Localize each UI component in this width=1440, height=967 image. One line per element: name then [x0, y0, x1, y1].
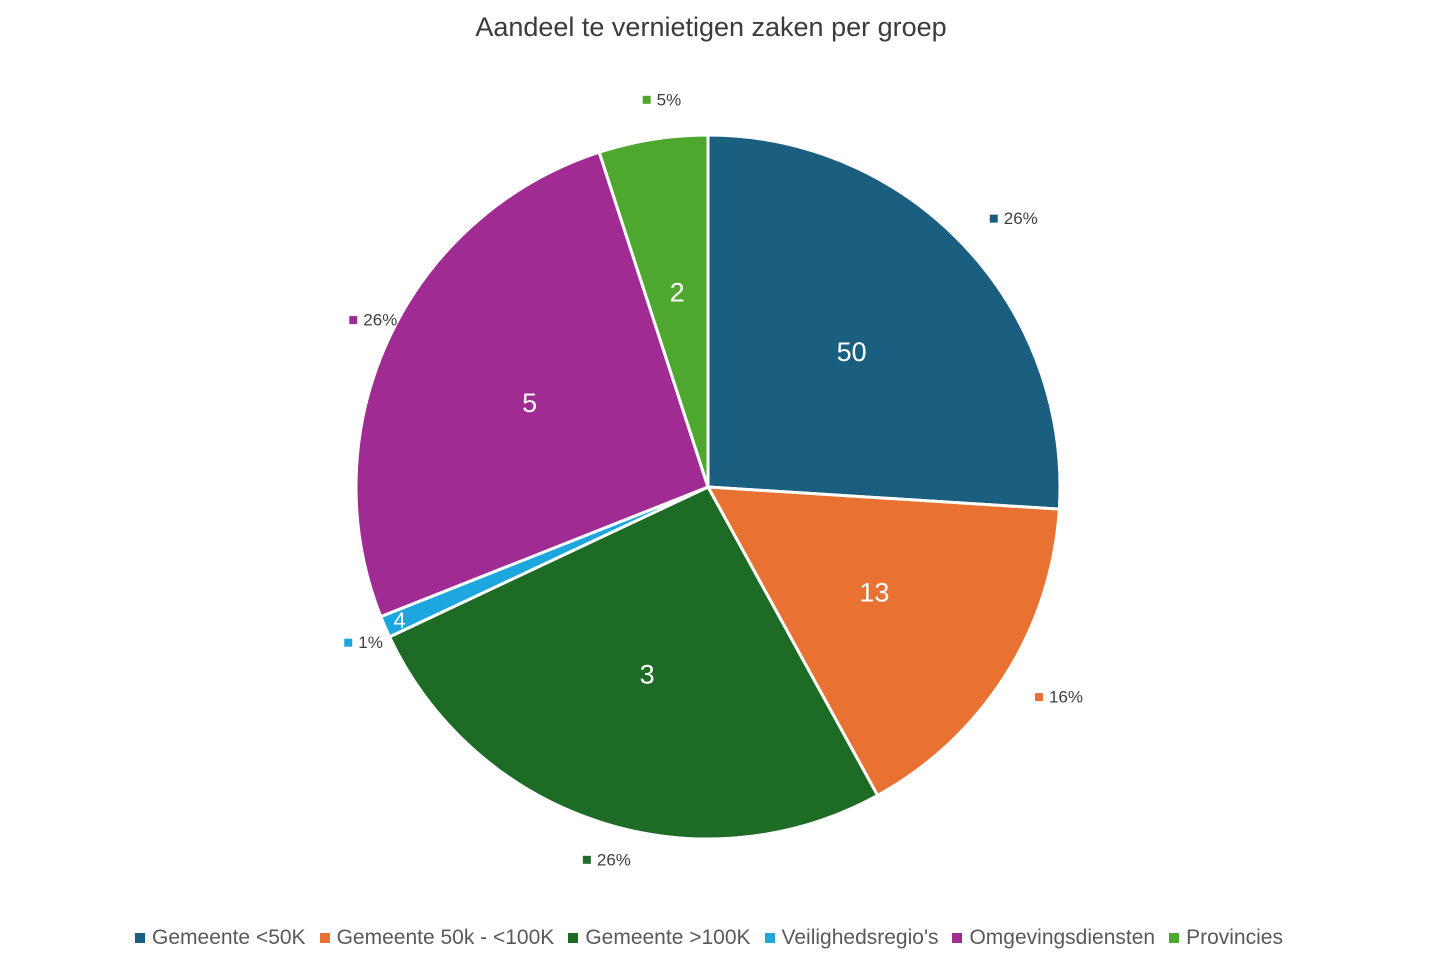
percent-text: 1%	[358, 633, 383, 652]
percent-text: 26%	[1004, 209, 1038, 228]
legend-label: Gemeente >100K	[585, 926, 751, 949]
pie-value-label: 3	[640, 659, 655, 689]
legend-swatch	[568, 933, 579, 943]
pie-percent-label: 26%	[989, 209, 1038, 228]
pie-value-label: 4	[394, 608, 406, 633]
pie-percent-label: 5%	[642, 90, 682, 109]
pie-slice	[597, 133, 710, 488]
percent-marker	[989, 214, 998, 223]
legend-label: Provincies	[1186, 926, 1283, 949]
legend-label: Gemeente 50k - <100K	[336, 926, 555, 949]
percent-marker	[349, 316, 358, 325]
chart-title: Aandeel te vernietigen zaken per groep	[475, 12, 947, 42]
pie-value-label: 2	[670, 277, 685, 307]
percent-marker	[344, 638, 353, 647]
pie-percent-labels: 26% 16% 26% 1% 26% 5%	[344, 90, 1083, 869]
legend-swatch	[952, 933, 963, 943]
percent-text: 16%	[1049, 688, 1083, 707]
legend-item: Gemeente <50K	[135, 926, 306, 950]
percent-text: 26%	[597, 850, 631, 869]
pie-value-label: 50	[837, 337, 867, 367]
percent-marker	[642, 95, 651, 104]
percent-marker	[1034, 693, 1043, 702]
legend-item: Gemeente 50k - <100K	[319, 926, 555, 950]
percent-text: 5%	[657, 90, 682, 109]
legend-swatch	[764, 933, 775, 943]
pie-value-label: 5	[522, 388, 537, 418]
legend-item: Veilighedsregio's	[764, 926, 939, 950]
pie-percent-label: 26%	[582, 850, 631, 869]
pie-percent-label: 26%	[349, 311, 397, 330]
legend-label: Veilighedsregio's	[781, 926, 939, 949]
legend-label: Gemeente <50K	[152, 926, 306, 949]
chart-legend: Gemeente <50K Gemeente 50k - <100K Gemeent…	[0, 926, 1418, 950]
pie-slice	[354, 150, 710, 619]
legend-label: Omgevingsdiensten	[969, 926, 1156, 949]
pie-value-label: 13	[859, 578, 889, 608]
pie-slice	[705, 485, 1061, 798]
percent-text: 26%	[363, 311, 397, 330]
pie-percent-label: 16%	[1034, 688, 1083, 707]
legend-item: Provincies	[1169, 926, 1283, 950]
legend-item: Omgevingsdiensten	[952, 926, 1155, 950]
pie-percent-label: 1%	[344, 633, 383, 652]
legend-swatch	[135, 933, 146, 943]
pie-slice	[387, 485, 880, 841]
pie-value-labels: 50 13 3 4 5 2	[394, 277, 890, 689]
pie-slice	[706, 133, 1062, 511]
pie-slices	[354, 133, 1062, 841]
percent-marker	[582, 855, 591, 864]
legend-swatch	[319, 933, 330, 943]
legend-item: Gemeente >100K	[568, 926, 751, 950]
legend-swatch	[1169, 933, 1180, 943]
